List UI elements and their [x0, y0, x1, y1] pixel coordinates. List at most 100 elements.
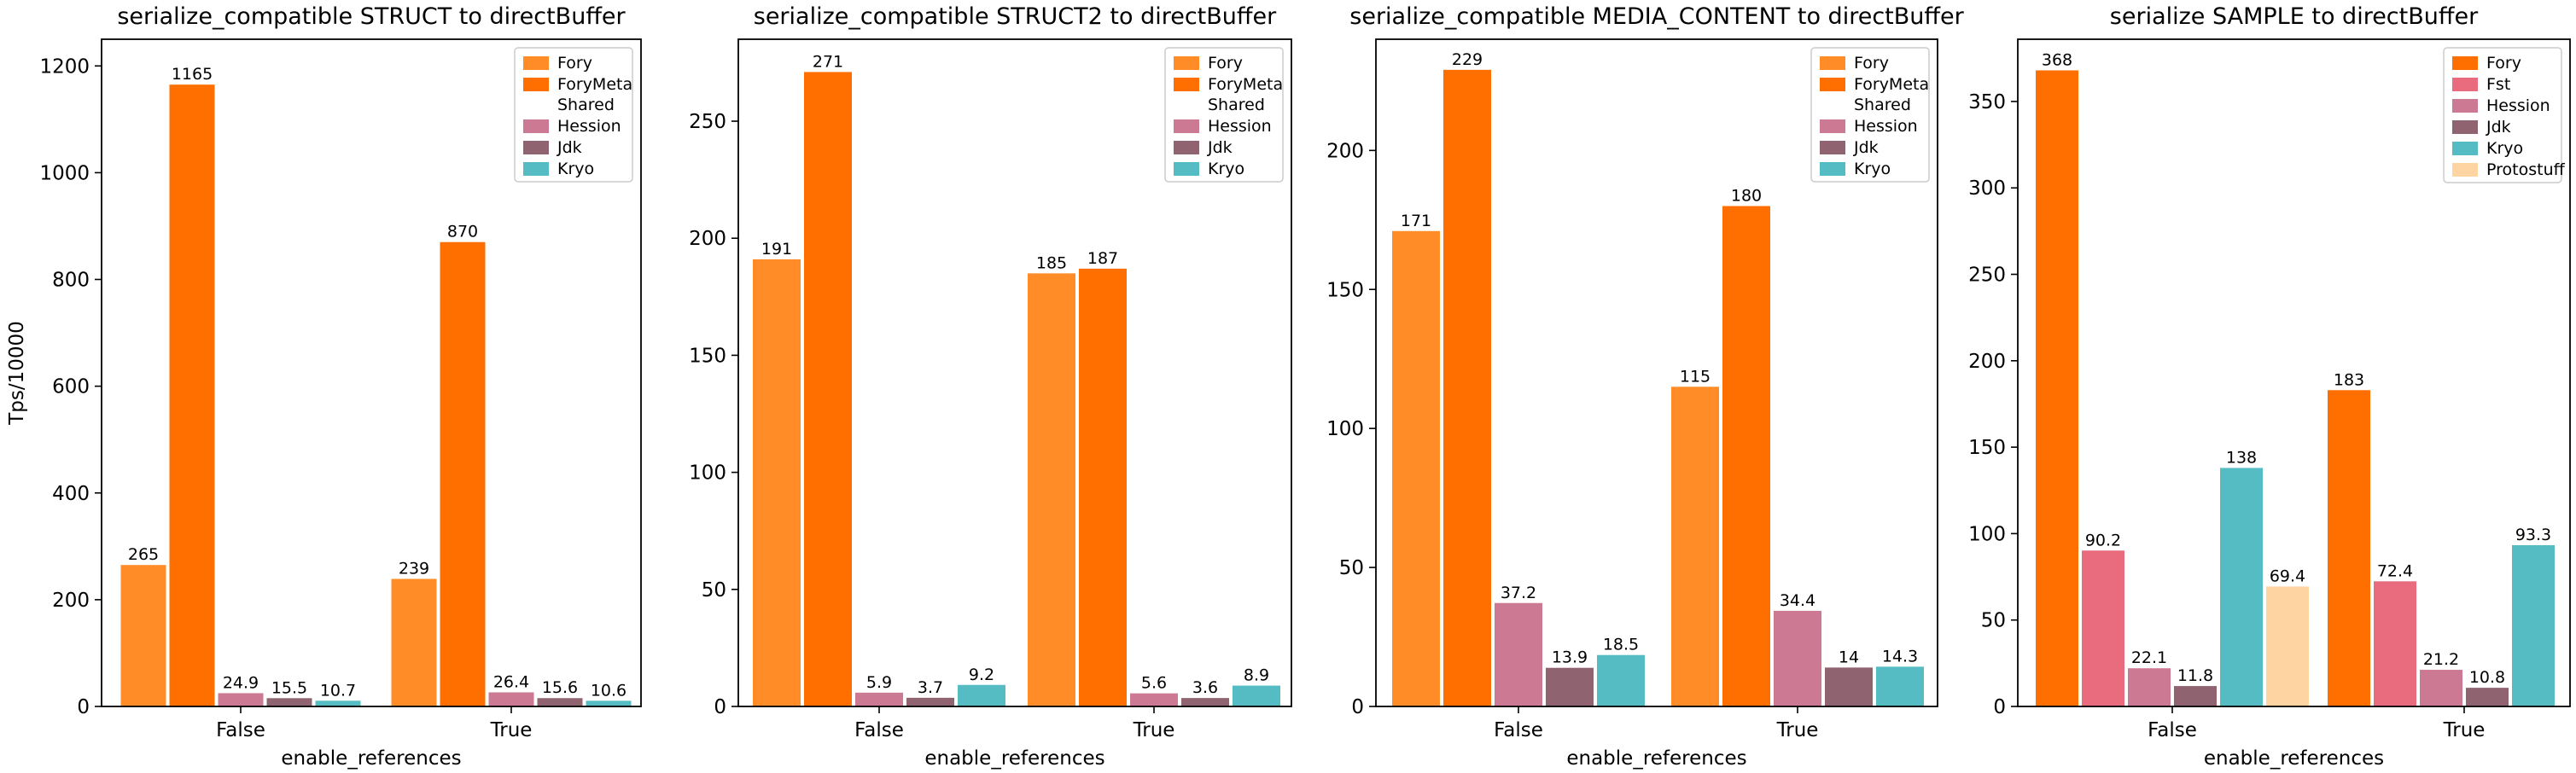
bar-jdk-true: [2466, 688, 2509, 706]
chart-panel-1: serialize_compatible STRUCT to directBuf…: [6, 3, 642, 770]
legend-label: Shared: [557, 96, 615, 114]
bar-hession-false: [2128, 668, 2171, 706]
legend-label: Shared: [1208, 96, 1265, 114]
bar-value-label: 15.6: [542, 678, 578, 697]
bar-value-label: 21.2: [2423, 650, 2459, 669]
legend-swatch: [523, 141, 549, 154]
legend-swatch: [1174, 141, 1199, 154]
bar-value-label: 138: [2226, 448, 2257, 467]
bar-value-label: 10.8: [2469, 668, 2505, 687]
legend-label: ForyMeta: [557, 75, 632, 94]
legend-label: Kryo: [1854, 160, 1891, 178]
y-tick-label: 150: [689, 345, 726, 367]
bar-forymeta-shared-false: [1443, 69, 1491, 706]
legend-swatch: [2452, 142, 2478, 155]
bar-value-label: 37.2: [1501, 584, 1536, 602]
y-tick-label: 250: [689, 111, 726, 133]
plot-frame: [737, 38, 1292, 707]
legend-swatch: [1174, 56, 1199, 70]
legend-label: Jdk: [1207, 138, 1233, 157]
bar-jdk-true: [1181, 698, 1229, 706]
bar-fory-true: [391, 578, 437, 706]
x-tick-label: False: [1494, 719, 1543, 741]
legend-swatch: [1820, 56, 1845, 70]
bar-value-label: 13.9: [1552, 648, 1588, 667]
bar-forymeta-shared-false: [804, 72, 852, 706]
bar-fory-false: [1392, 230, 1440, 706]
x-tick-label: True: [1776, 719, 1819, 741]
y-tick-label: 0: [1351, 696, 1364, 718]
legend-label: Jdk: [2486, 118, 2511, 137]
legend-swatch: [1174, 119, 1199, 133]
legend: Fory ForyMeta Shared Hession Jdk Kryo: [1810, 47, 1930, 183]
bar-value-label: 229: [1452, 50, 1483, 69]
bar-jdk-false: [906, 697, 954, 706]
legend-swatch: [2452, 163, 2478, 177]
bar-value-label: 8.9: [1244, 666, 1269, 685]
legend-swatch: [2452, 78, 2478, 91]
legend: Fory ForyMeta Shared Hession Jdk Kryo: [514, 47, 633, 183]
legend-swatch: [1820, 78, 1845, 91]
legend: Fory ForyMeta Shared Hession Jdk Kryo: [1164, 47, 1284, 183]
legend-label: Fory: [1208, 54, 1243, 73]
bar-value-label: 3.6: [1192, 678, 1218, 697]
y-tick-label: 300: [1968, 177, 2006, 200]
legend-swatch: [1820, 119, 1845, 133]
legend-label: Kryo: [2486, 139, 2523, 158]
bar-value-label: 93.3: [2515, 526, 2551, 544]
y-tick-label: 50: [702, 579, 726, 602]
bar-value-label: 180: [1731, 187, 1762, 206]
bar-forymeta-shared-true: [1722, 206, 1770, 706]
bar-value-label: 26.4: [493, 672, 529, 691]
legend-label: Kryo: [1208, 160, 1244, 178]
bar-kryo-false: [2220, 468, 2263, 706]
bar-value-label: 14: [1839, 648, 1859, 666]
y-tick-label: 600: [52, 376, 90, 398]
bar-fory-false: [120, 565, 166, 706]
bar-value-label: 239: [399, 559, 429, 578]
y-tick-label: 200: [52, 590, 90, 612]
bar-kryo-false: [958, 684, 1005, 706]
bar-value-label: 24.9: [223, 673, 259, 692]
legend-swatch: [2452, 120, 2478, 134]
bar-value-label: 69.4: [2270, 567, 2305, 585]
y-tick-label: 200: [1326, 140, 1364, 162]
bar-forymeta-shared-false: [169, 84, 215, 706]
bar-kryo-true: [1233, 685, 1280, 706]
y-tick-label: 250: [1968, 264, 2006, 287]
x-axis-label: enable_references: [924, 747, 1104, 770]
y-tick-label: 0: [1993, 696, 2006, 718]
bar-fory-false: [2036, 70, 2078, 707]
x-tick-label: True: [1133, 719, 1175, 741]
bar-jdk-false: [266, 698, 312, 706]
bar-kryo-true: [1876, 666, 1924, 706]
bar-value-label: 1165: [172, 65, 213, 84]
bar-value-label: 870: [447, 223, 478, 241]
bar-forymeta-shared-true: [440, 241, 486, 706]
legend-label: Jdk: [1853, 138, 1879, 157]
x-axis-label: enable_references: [1566, 747, 1746, 770]
bar-fory-true: [2328, 390, 2370, 706]
bar-value-label: 3.7: [918, 678, 943, 697]
bar-value-label: 115: [1680, 367, 1711, 386]
y-tick-label: 350: [1968, 91, 2006, 113]
chart-panel-4: serialize SAMPLE to directBuffer 0 50 100 15…: [1968, 3, 2571, 770]
legend-label: ForyMeta: [1208, 75, 1283, 94]
bar-hession-false: [218, 693, 264, 706]
legend-swatch: [523, 56, 549, 70]
y-tick-label: 100: [1326, 418, 1364, 440]
legend-swatch: [523, 162, 549, 176]
bar-value-label: 368: [2042, 50, 2072, 69]
legend-label: Protostuff: [2486, 160, 2566, 179]
y-tick-label: 0: [77, 696, 90, 718]
bar-value-label: 34.4: [1780, 591, 1815, 610]
chart-title: serialize_compatible STRUCT2 to directBu…: [754, 3, 1277, 30]
bar-value-label: 11.8: [2177, 666, 2213, 685]
y-tick-label: 150: [1326, 279, 1364, 301]
x-tick-label: True: [2443, 719, 2486, 741]
legend-swatch: [523, 119, 549, 133]
chart-title: serialize_compatible STRUCT to directBuf…: [117, 3, 626, 30]
bar-forymeta-shared-true: [1079, 268, 1127, 706]
bar-protostuff-false: [2266, 586, 2309, 706]
